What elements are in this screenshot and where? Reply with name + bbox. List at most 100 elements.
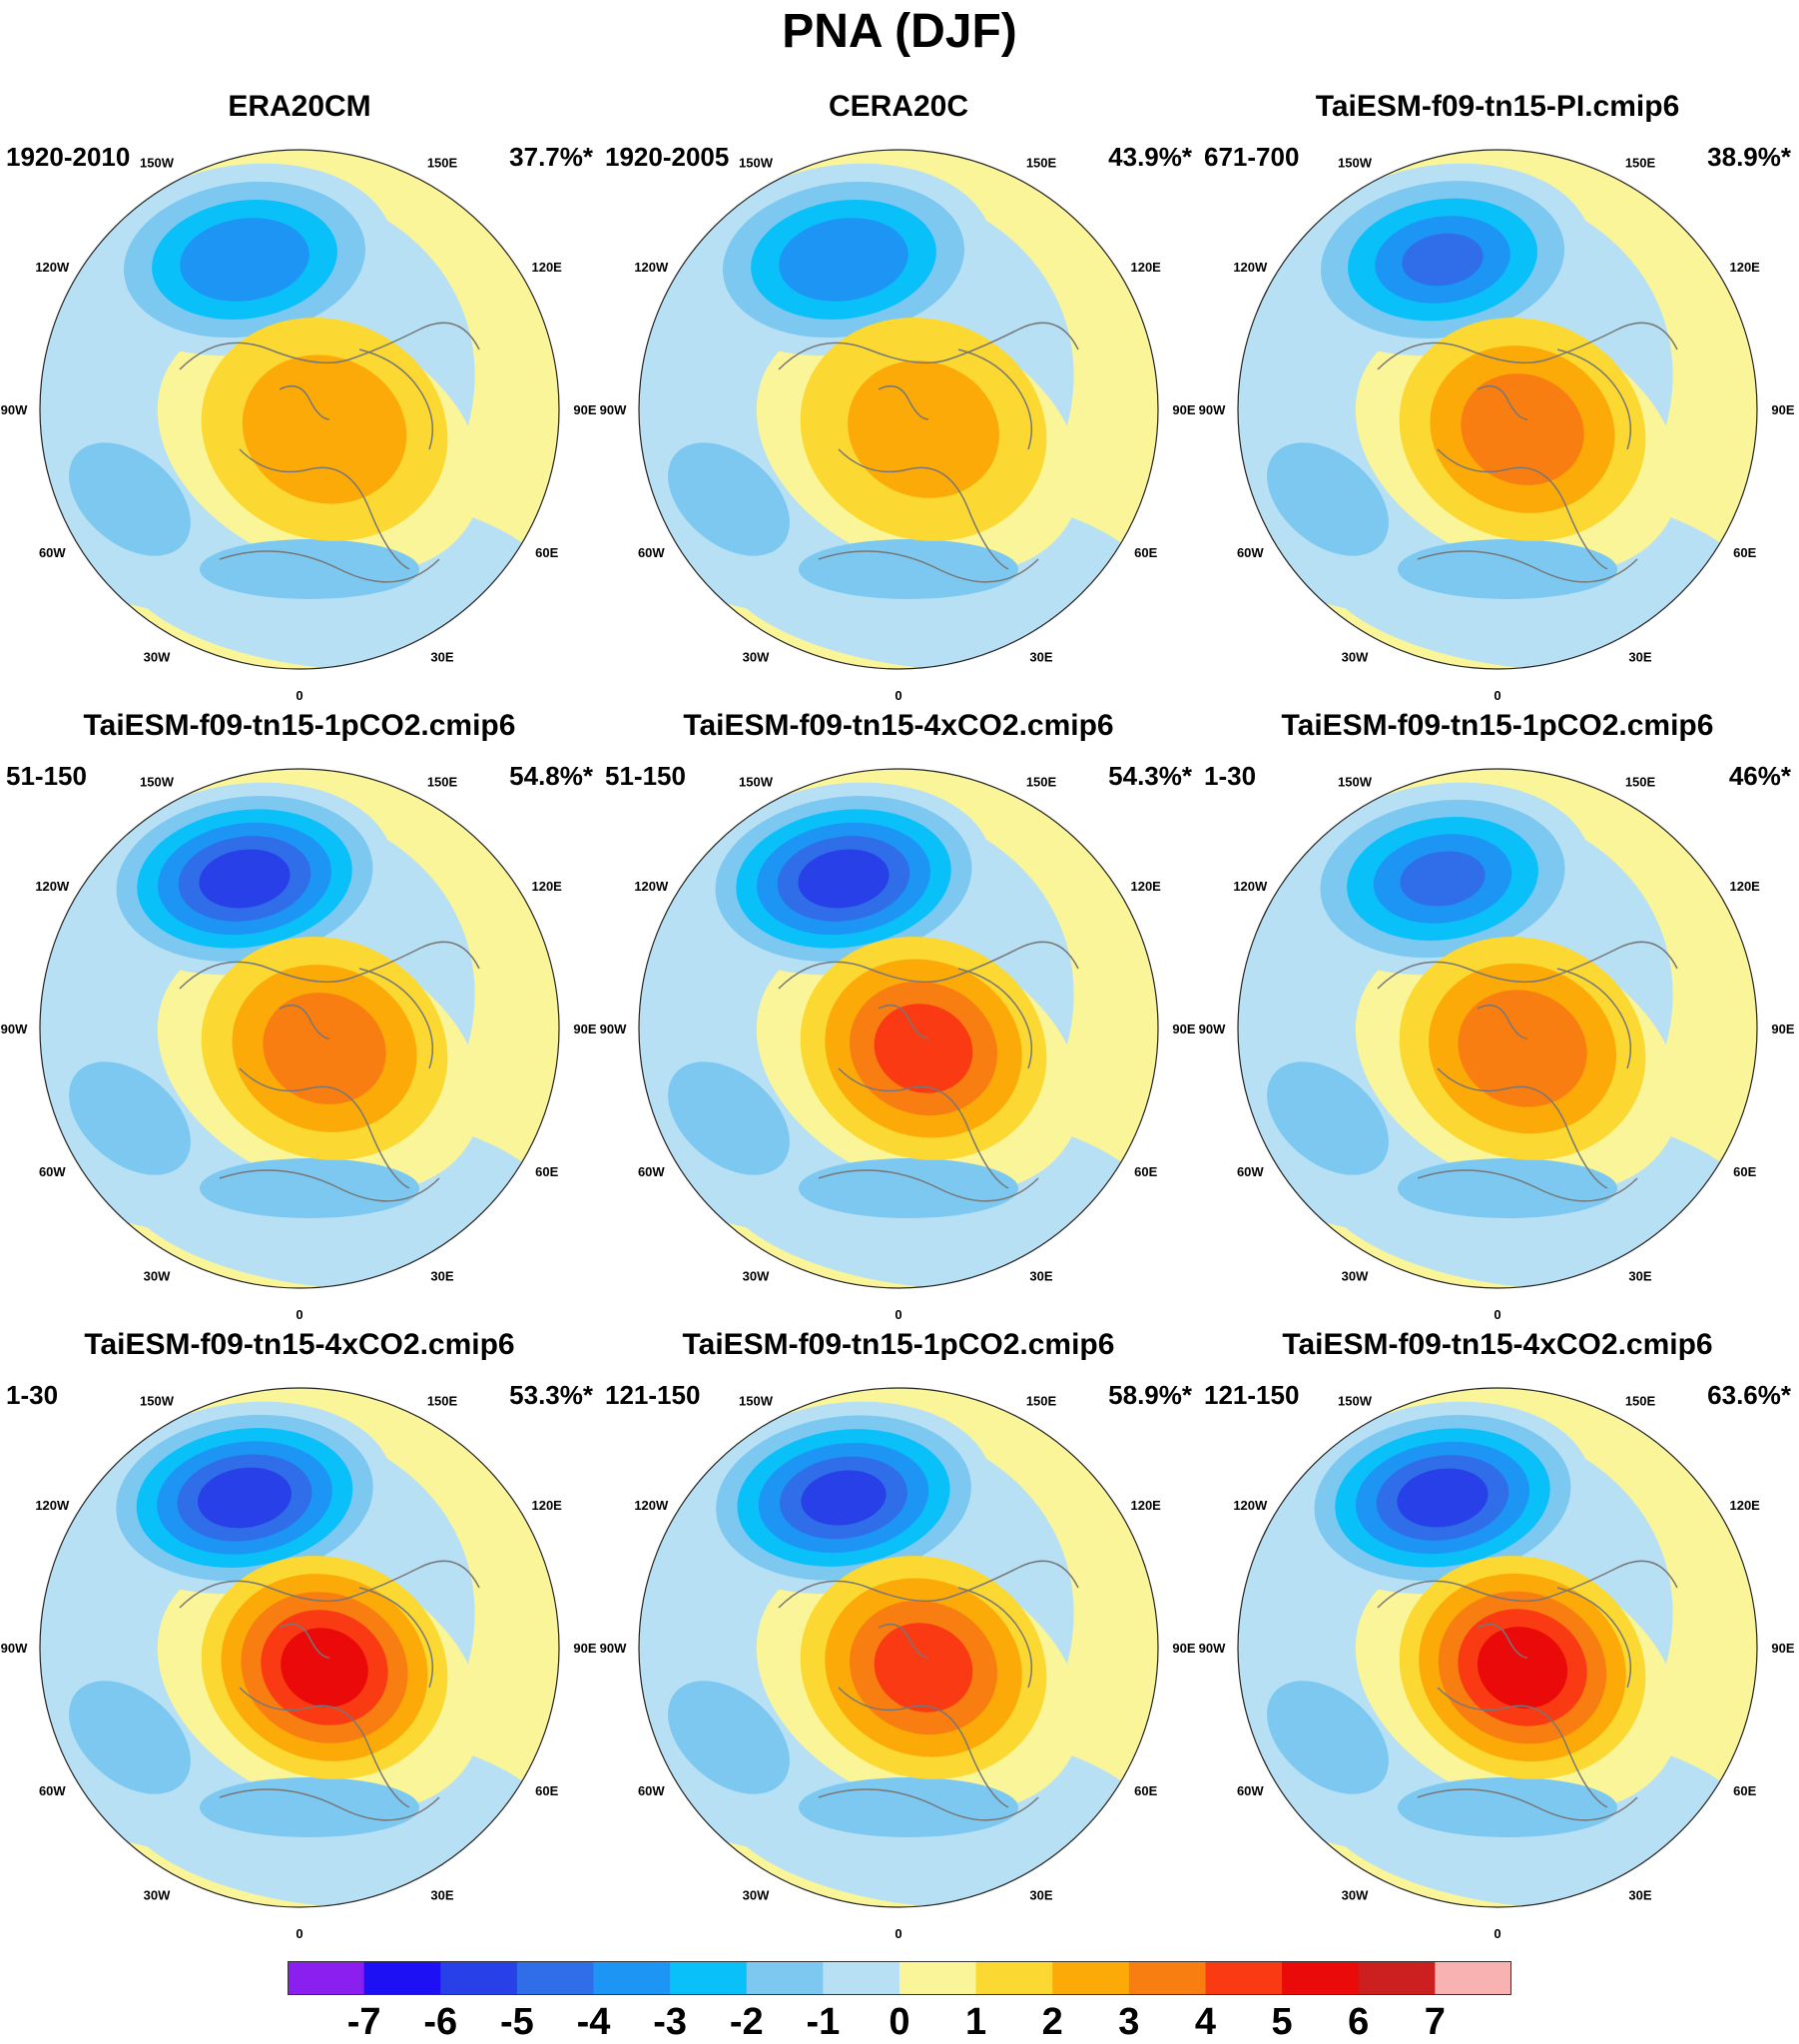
colorbar — [288, 1961, 1512, 1995]
figure-title: PNA (DJF) — [782, 5, 1017, 58]
negative-lobe-europe — [799, 1777, 1018, 1837]
colorbar-segment — [288, 1961, 365, 1995]
explained-variance-label: 38.9%* — [1707, 142, 1791, 172]
colorbar-tick-label: -4 — [576, 2001, 611, 2043]
longitude-label: 30E — [430, 1269, 453, 1284]
longitude-label: 0 — [895, 1307, 901, 1322]
colorbar-tick-label: 3 — [1118, 2001, 1140, 2043]
longitude-label: 0 — [895, 688, 901, 703]
longitude-label: 120E — [1130, 879, 1161, 894]
longitude-label: 60E — [1134, 545, 1157, 560]
longitude-label: 30W — [144, 1888, 171, 1903]
period-label: 671-700 — [1204, 142, 1300, 172]
colorbar-segment — [1128, 1961, 1206, 1995]
longitude-label: 0 — [1494, 1926, 1500, 1941]
colorbar-tick-label: -3 — [653, 2001, 688, 2043]
longitude-label: 30E — [430, 1888, 453, 1903]
colorbar-segment — [900, 1961, 977, 1995]
longitude-label: 120W — [35, 260, 70, 275]
longitude-label: 150W — [140, 1393, 175, 1408]
explained-variance-label: 53.3%* — [509, 1380, 593, 1410]
coastlines — [778, 322, 1079, 583]
longitude-label: 120W — [1233, 879, 1268, 894]
period-label: 121-150 — [605, 1380, 701, 1410]
longitude-label: 90W — [1199, 402, 1226, 417]
colorbar-tick-label: 2 — [1041, 2001, 1063, 2043]
longitude-label: 90E — [1172, 402, 1195, 417]
colorbar-segment — [440, 1961, 518, 1995]
longitude-label: 150W — [1338, 1393, 1373, 1408]
colorbar-tick-label: 1 — [965, 2001, 987, 2043]
panel-title: TaiESM-f09-tn15-1pCO2.cmip6 — [682, 1328, 1115, 1361]
map-boundary — [638, 1387, 1159, 1908]
period-label: 51-150 — [605, 761, 686, 791]
longitude-label: 60E — [535, 1783, 558, 1798]
longitude-label: 30W — [144, 1269, 171, 1284]
map-boundary — [1237, 768, 1758, 1289]
period-label: 1-30 — [1204, 761, 1257, 791]
longitude-label: 120E — [1130, 1498, 1161, 1513]
longitude-label: 90E — [573, 1022, 596, 1036]
longitude-label: 90E — [1172, 1022, 1195, 1036]
panel-title: TaiESM-f09-tn15-4xCO2.cmip6 — [683, 709, 1114, 742]
longitude-label: 60W — [1237, 1783, 1264, 1798]
polar-map: 180 150E 120E 90E 60E 30E 0 30W 60W 90W 120W 150W — [1, 130, 597, 703]
longitude-label: 30E — [1029, 1269, 1052, 1284]
longitude-label: 180 — [1487, 749, 1508, 751]
longitude-label: 60W — [39, 1783, 66, 1798]
longitude-label: 60E — [1134, 1164, 1157, 1179]
longitude-label: 60W — [638, 545, 665, 560]
longitude-label: 120W — [1233, 1498, 1268, 1513]
longitude-label: 120E — [1729, 260, 1760, 275]
positive-center-contour-5 — [1477, 1627, 1568, 1708]
negative-lobe-atlantic — [668, 442, 790, 556]
longitude-label: 30E — [1628, 1888, 1651, 1903]
panel-title: TaiESM-f09-tn15-4xCO2.cmip6 — [84, 1328, 515, 1361]
longitude-label: 60E — [1134, 1783, 1157, 1798]
positive-center-contour-3 — [1461, 373, 1584, 485]
longitude-label: 150E — [1026, 155, 1057, 170]
longitude-label: 150W — [739, 155, 774, 170]
colorbar-segment — [670, 1961, 748, 1995]
negative-center-contour-6 — [801, 1470, 887, 1526]
negative-lobe-atlantic — [668, 1681, 790, 1794]
colorbar-segment — [1358, 1961, 1436, 1995]
period-label: 1920-2005 — [605, 142, 730, 172]
polar-map: 180 150E 120E 90E 60E 30E 0 30W 60W 90W 120W 150W — [1199, 130, 1795, 703]
map-boundary — [39, 1387, 560, 1908]
negative-center-contour-4 — [180, 218, 309, 302]
longitude-label: 60W — [39, 545, 66, 560]
longitude-label: 120W — [35, 879, 70, 894]
longitude-label: 60W — [1237, 1164, 1264, 1179]
panel-title: CERA20C — [828, 90, 969, 123]
negative-center-contour-6 — [798, 849, 890, 909]
negative-lobe-europe — [1398, 1158, 1617, 1218]
negative-center-contour-6 — [1397, 1468, 1489, 1528]
positive-center-contour-5 — [281, 1628, 368, 1707]
longitude-label: 60W — [39, 1164, 66, 1179]
longitude-label: 60E — [1733, 1783, 1756, 1798]
map-panel: TaiESM-f09-tn15-PI.cmip6671-70038.9%*180… — [1198, 90, 1797, 709]
explained-variance-label: 37.7%* — [509, 142, 593, 172]
longitude-label: 150E — [1026, 774, 1057, 789]
map-boundary — [638, 149, 1159, 670]
colorbar-tick-label: 4 — [1194, 2001, 1217, 2043]
panel-title: TaiESM-f09-tn15-1pCO2.cmip6 — [83, 709, 516, 742]
colorbar-segment — [363, 1961, 441, 1995]
positive-center-contour-2 — [848, 360, 999, 498]
negative-center-contour-5 — [1400, 851, 1486, 907]
longitude-label: 90W — [600, 1022, 627, 1036]
longitude-label: 90W — [600, 402, 627, 417]
longitude-label: 120W — [634, 879, 669, 894]
longitude-label: 90W — [1, 1022, 28, 1036]
longitude-label: 150W — [739, 774, 774, 789]
negative-lobe-europe — [200, 1777, 419, 1837]
longitude-label: 150W — [140, 774, 175, 789]
polar-map: 180 150E 120E 90E 60E 30E 0 30W 60W 90W 120W 150W — [1199, 749, 1795, 1322]
colorbar-segment — [746, 1961, 824, 1995]
longitude-label: 0 — [1494, 688, 1500, 703]
longitude-label: 180 — [289, 749, 310, 751]
colorbar-tick-label: -7 — [346, 2001, 381, 2043]
positive-center-contour-4 — [874, 1623, 973, 1712]
colorbar-segment — [1205, 1961, 1283, 1995]
